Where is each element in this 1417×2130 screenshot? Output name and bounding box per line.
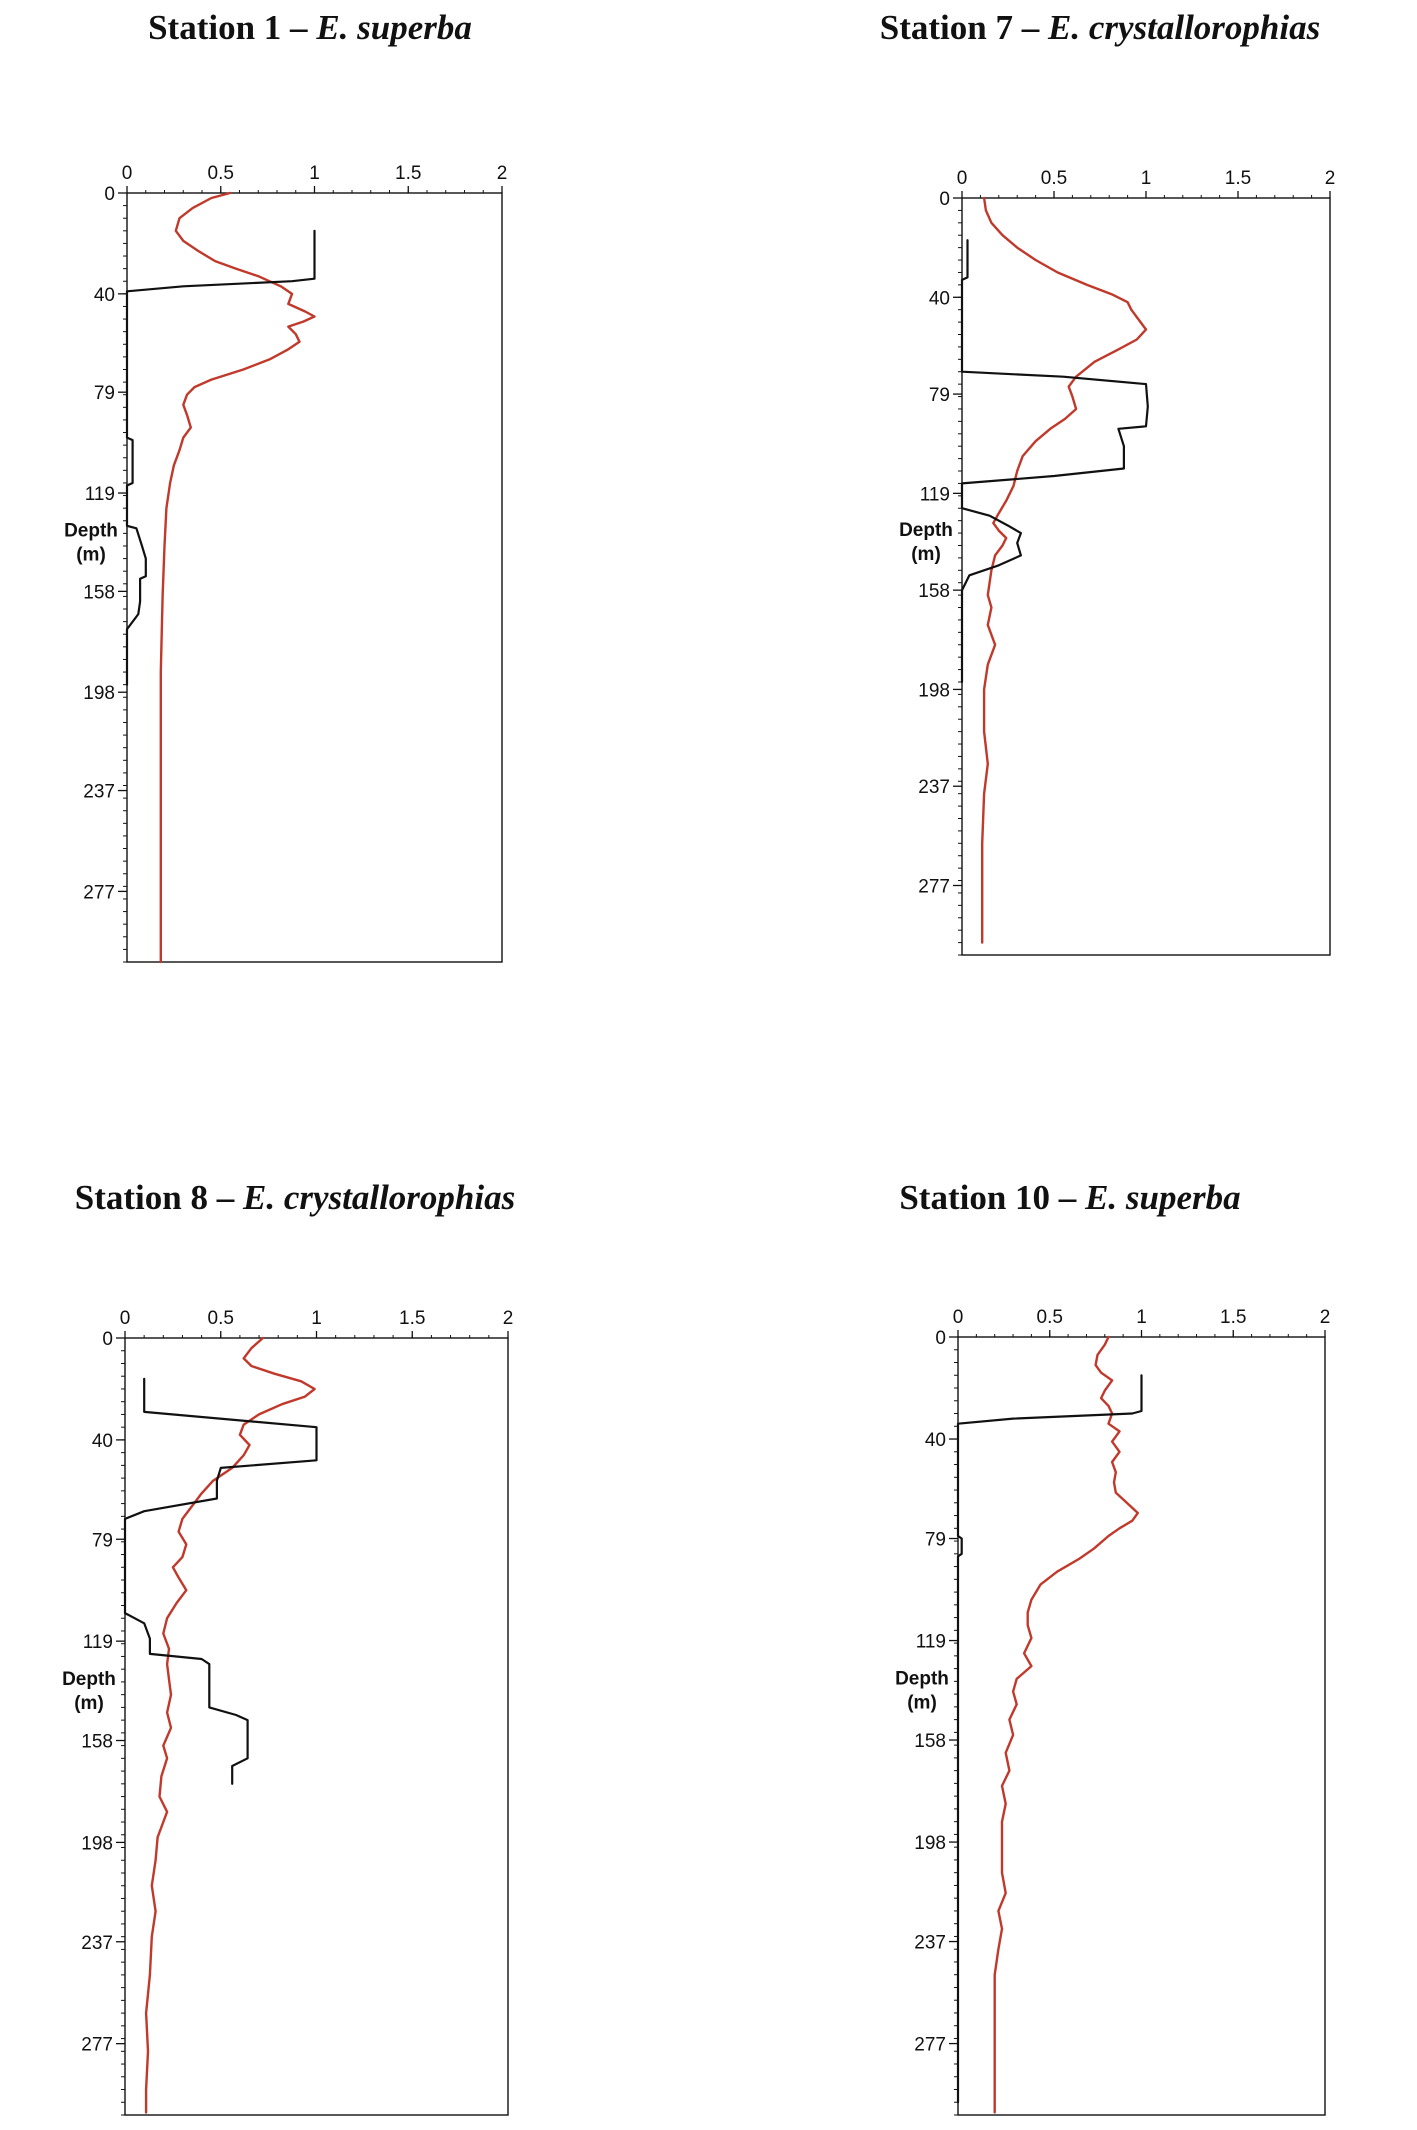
x-tick-label: 1 <box>309 163 320 184</box>
chart-title: Station 7 – E. crystallorophias <box>820 8 1380 48</box>
chart-panel-station-1: Station 1 – E. superba 0 0.5 1 1.5 2 0 40 79 119… <box>0 0 700 1000</box>
x-tick-label: 1.5 <box>1225 168 1251 189</box>
series-line <box>125 229 316 686</box>
x-tick-label: 1.5 <box>399 1308 425 1329</box>
series-line <box>144 1336 316 2114</box>
y-tick-label: 237 <box>918 777 950 798</box>
y-tick-label: 277 <box>81 2035 113 2056</box>
y-tick-label: 198 <box>914 1833 946 1854</box>
chart-title: Station 8 – E. crystallorophias <box>0 1178 590 1218</box>
x-tick-label: 0.5 <box>1037 1307 1063 1328</box>
y-tick-label: 0 <box>939 189 950 210</box>
y-tick-label: 277 <box>914 2035 946 2056</box>
y-tick-label: 79 <box>929 385 950 406</box>
x-tick-label: 1.5 <box>1220 1307 1246 1328</box>
y-tick-label: 40 <box>925 1430 946 1451</box>
x-tick-label: 2 <box>1320 1307 1331 1328</box>
line-chart: 0 0.5 1 1.5 2 0 40 79 119 158 198 237 277 Depth (m) <box>64 163 508 964</box>
chart-panel-station-7: Station 7 – E. crystallorophias 0 0.5 1 1.5… <box>700 0 1417 1000</box>
line-chart: 0 0.5 1 1.5 2 0 40 79 119 158 198 237 277 Depth (m) <box>62 1308 514 2116</box>
x-tick-label: 0.5 <box>208 1308 234 1329</box>
x-tick-label: 1 <box>1141 168 1152 189</box>
chart-title-species: E. crystallorophias <box>242 1178 516 1217</box>
y-tick-label: 158 <box>81 1732 113 1753</box>
plot-frame <box>957 1336 1326 2116</box>
y-tick-label: 237 <box>914 1933 946 1954</box>
y-tick-label: 158 <box>914 1731 946 1752</box>
y-tick-label: 198 <box>81 1833 113 1854</box>
y-tick-label: 0 <box>102 1329 113 1350</box>
x-tick-label: 0.5 <box>208 163 234 184</box>
chart-title-prefix: Station 10 – <box>899 1178 1086 1217</box>
y-tick-label: 119 <box>920 484 950 505</box>
y-tick-label: 237 <box>83 782 115 803</box>
y-axis-label: (m) <box>76 544 106 565</box>
x-tick-label: 1 <box>1136 1307 1147 1328</box>
y-tick-label: 40 <box>92 1431 113 1452</box>
x-tick-label: 0.5 <box>1041 168 1067 189</box>
y-tick-label: 237 <box>81 1933 113 1954</box>
y-tick-label: 119 <box>83 1632 113 1653</box>
y-tick-label: 277 <box>83 882 115 903</box>
y-tick-label: 40 <box>929 288 950 309</box>
line-chart: 0 0.5 1 1.5 2 0 40 79 119 158 198 237 277 Depth (m) <box>899 168 1336 956</box>
series-line <box>960 239 1149 684</box>
y-tick-label: 0 <box>104 184 115 205</box>
y-tick-label: 277 <box>918 877 950 898</box>
y-tick-label: 119 <box>85 484 115 505</box>
y-tick-label: 79 <box>94 383 115 404</box>
y-axis-label: (m) <box>907 1692 937 1713</box>
series-line <box>956 1374 1143 2104</box>
x-tick-label: 1 <box>311 1308 322 1329</box>
chart-title-species: E. superba <box>1085 1178 1241 1217</box>
chart-panel-station-8: Station 8 – E. crystallorophias 0 0.5 1 1.5… <box>0 1160 700 2130</box>
x-tick-label: 2 <box>1325 168 1336 189</box>
y-tick-label: 158 <box>83 582 115 603</box>
chart-title-prefix: Station 7 – <box>879 8 1048 47</box>
y-tick-label: 158 <box>918 581 950 602</box>
y-axis-label: Depth <box>62 1669 116 1690</box>
y-tick-label: 79 <box>925 1530 946 1551</box>
series-line <box>123 1377 318 1785</box>
chart-panel-station-10: Station 10 – E. superba 0 0.5 1 1.5 2 0 40 79 11… <box>700 1160 1417 2130</box>
chart-title-prefix: Station 1 – <box>148 8 317 47</box>
y-axis-label: Depth <box>64 520 118 541</box>
x-tick-label: 2 <box>497 163 508 184</box>
y-tick-label: 40 <box>94 285 115 306</box>
y-tick-label: 79 <box>92 1530 113 1551</box>
plot-frame <box>126 192 503 963</box>
chart-title-species: E. crystallorophias <box>1047 8 1321 47</box>
x-tick-label: 0 <box>120 1308 131 1329</box>
y-axis-label: Depth <box>899 520 953 541</box>
y-tick-label: 119 <box>916 1632 946 1653</box>
x-tick-label: 0 <box>957 168 968 189</box>
series-line <box>981 196 1148 944</box>
y-axis-label: Depth <box>895 1668 949 1689</box>
series-line <box>993 1335 1139 2114</box>
line-chart: 0 0.5 1 1.5 2 0 40 79 119 158 198 237 277 Depth (m) <box>895 1307 1331 2116</box>
chart-title-prefix: Station 8 – <box>74 1178 243 1217</box>
plot-frame <box>961 197 1331 956</box>
y-axis-label: (m) <box>74 1693 104 1714</box>
x-tick-label: 0 <box>122 163 133 184</box>
y-axis-label: (m) <box>911 544 941 565</box>
series-line <box>159 191 316 964</box>
x-tick-label: 2 <box>503 1308 514 1329</box>
chart-title: Station 10 – E. superba <box>850 1178 1290 1218</box>
x-tick-label: 1.5 <box>395 163 421 184</box>
x-tick-label: 0 <box>953 1307 964 1328</box>
chart-title: Station 1 – E. superba <box>60 8 560 48</box>
y-tick-label: 198 <box>83 683 115 704</box>
y-tick-label: 0 <box>935 1328 946 1349</box>
y-tick-label: 198 <box>918 680 950 701</box>
chart-title-species: E. superba <box>316 8 472 47</box>
